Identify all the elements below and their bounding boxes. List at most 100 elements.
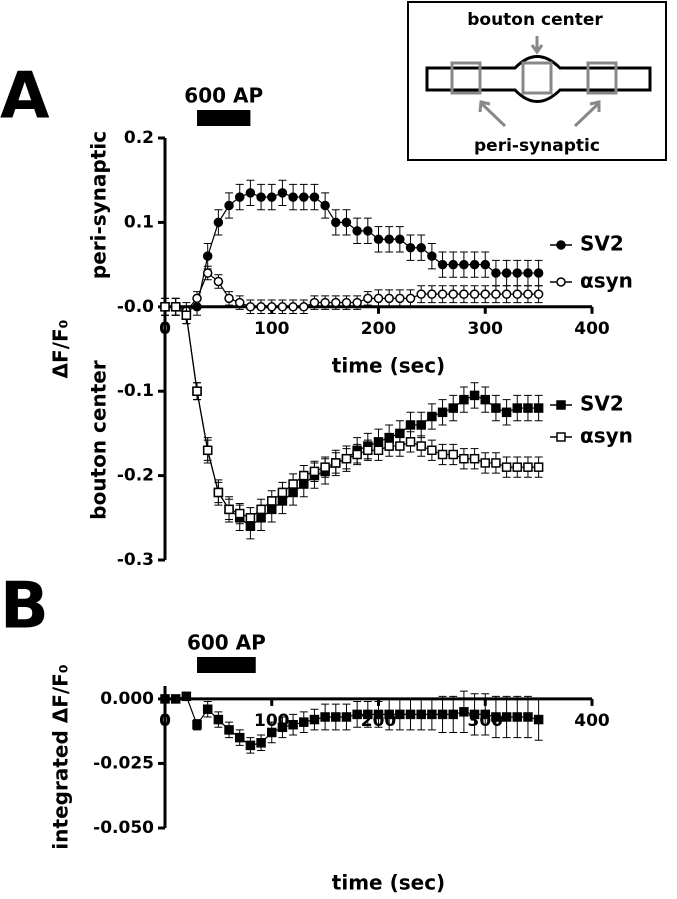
marker [181,310,192,320]
marker [309,466,320,477]
marker [160,694,170,704]
marker [352,226,362,236]
marker [427,411,437,422]
marker [341,217,352,228]
marker [448,449,458,460]
legend-marker [556,240,566,250]
marker [501,462,512,472]
stimulus-bar [197,657,256,673]
stimulus-label: 600 AP [187,631,266,655]
y-tick-label: -0.050 [93,818,154,838]
marker [288,719,298,730]
marker [448,709,458,720]
marker [256,504,266,515]
marker [523,462,533,472]
marker [224,504,234,515]
marker [405,293,416,304]
y-tick-label: -0.2 [117,466,154,486]
marker [512,289,523,299]
marker [459,259,469,270]
marker [491,712,501,722]
panel-label: A [0,60,50,134]
marker [192,293,202,304]
marker [267,302,277,312]
marker [267,727,277,738]
marker [469,289,480,299]
marker [299,717,309,727]
marker [384,293,394,304]
marker [181,691,192,702]
marker [192,386,202,396]
marker [533,268,544,278]
x-tick-label: 400 [574,319,610,339]
marker [512,712,523,722]
stimulus-bar [197,110,251,126]
marker [437,407,448,418]
marker [405,420,416,430]
marker [448,403,458,413]
marker [373,293,384,304]
marker [395,441,405,451]
marker [170,302,181,312]
marker [363,709,373,720]
x-tick-label: 100 [254,319,290,339]
marker [288,192,298,202]
marker [523,268,533,278]
marker [491,458,501,468]
marker [533,289,544,299]
marker [341,712,352,722]
marker [192,719,202,730]
peri-roi [586,61,618,95]
marker [373,234,384,245]
marker [341,297,352,308]
y-tick-label: 0.2 [124,128,154,148]
marker [373,445,384,456]
marker [234,508,245,519]
marker [331,458,341,468]
marker [437,289,448,299]
marker [224,200,234,211]
y-tick-label: -0.0 [117,297,154,317]
marker [234,297,245,308]
marker [523,712,533,722]
marker [320,297,330,308]
marker [459,707,469,717]
legend-marker [556,432,566,442]
marker [202,268,213,278]
marker [331,297,341,308]
marker [277,188,288,198]
legend-label: SV2 [580,232,624,256]
marker [480,394,490,405]
marker [384,441,394,451]
marker [299,192,309,202]
marker [501,712,512,722]
legend-label: SV2 [580,392,624,416]
marker [299,470,309,481]
marker [363,445,373,456]
marker [395,293,405,304]
marker [512,268,523,278]
x-tick-label: 0 [159,319,171,339]
marker [501,289,512,299]
marker [320,462,330,472]
y-axis-label: ΔF/F₀ [49,320,73,379]
marker [373,709,384,720]
y-tick-label: 0.000 [100,689,154,709]
inset-label: bouton center [467,10,603,30]
marker [277,487,288,498]
marker [245,740,256,751]
y-region-label: bouton center [87,360,111,520]
marker [245,188,256,198]
marker [427,289,437,299]
marker [213,217,224,228]
x-axis-label: time (sec) [332,871,445,895]
marker [459,394,469,405]
marker [299,302,309,312]
marker [170,694,181,704]
marker [437,259,448,270]
inset: bouton center peri-synaptic [407,1,667,161]
marker [288,302,298,312]
peri-roi [450,61,482,95]
marker [256,738,266,748]
